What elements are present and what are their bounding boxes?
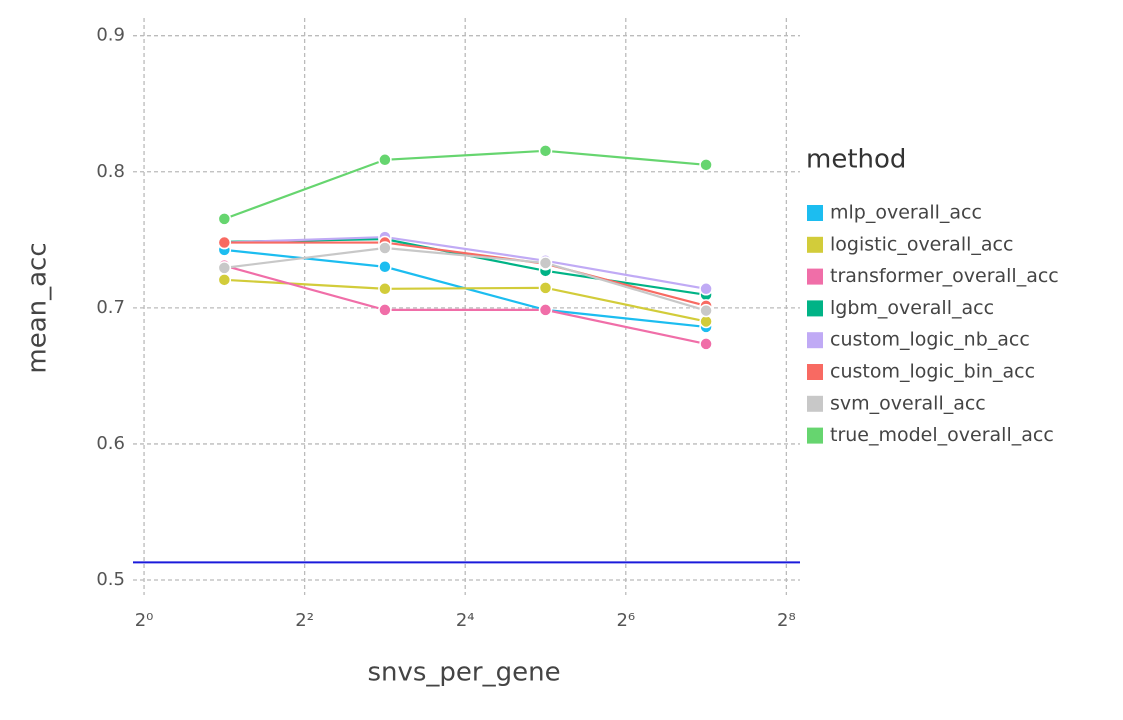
data-point [538,144,553,158]
series-line [224,246,707,312]
legend-swatch [807,332,823,349]
data-point [217,212,232,226]
legend-swatch [807,300,823,317]
y-tick-label: 0.8 [96,161,125,182]
data-point [378,282,392,296]
y-tick-label: 0.5 [96,569,125,590]
x-tick-label: 2⁴ [456,610,475,631]
data-point [699,303,713,318]
legend-swatch [807,427,823,444]
x-tick-label: 2² [295,610,314,631]
legend-item: svm_overall_acc [830,392,986,414]
data-point [378,241,392,255]
data-point [538,303,553,317]
legend-swatch [807,364,823,380]
data-point [699,337,713,351]
data-point [378,153,392,167]
x-tick-label: 2⁰ [135,610,154,631]
series-line [223,149,707,220]
series-line [224,264,707,345]
legend-item: custom_logic_nb_acc [830,329,1030,351]
x-tick-label: 2⁸ [777,610,796,631]
data-point [217,235,232,250]
legend-item: logistic_overall_acc [830,233,1013,255]
legend-item: transformer_overall_acc [830,265,1059,287]
y-tick-label: 0.9 [96,25,125,46]
series-line [224,235,707,290]
legend-swatch [807,395,823,412]
data-point [699,282,713,296]
legend-swatch [807,205,823,221]
series-line [224,278,707,323]
x-axis-title: snvs_per_gene [367,658,560,688]
series-line [224,241,707,307]
legend-item: mlp_overall_acc [830,202,982,224]
data-point [538,256,553,270]
legend-swatch [807,268,823,285]
data-point [538,281,553,295]
legend-item: custom_logic_bin_acc [830,361,1035,383]
data-point [217,261,232,275]
data-point [217,273,232,287]
data-point [378,303,392,317]
y-tick-label: 0.6 [96,433,125,454]
legend-item: true_model_overall_acc [830,424,1054,446]
x-tick-label: 2⁶ [616,610,635,631]
data-point [699,158,713,172]
legend-swatch [807,236,823,253]
data-point [378,260,392,274]
y-axis-title: mean_acc [23,242,53,373]
legend-item: lgbm_overall_acc [830,297,994,319]
y-tick-label: 0.7 [96,297,125,318]
legend-title: method [806,145,906,175]
